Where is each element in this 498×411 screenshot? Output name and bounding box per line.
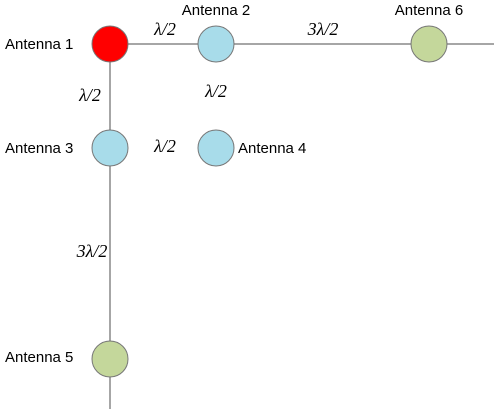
antenna-label: Antenna 6 bbox=[395, 2, 463, 19]
antenna-node bbox=[410, 25, 448, 63]
spacing-label: 3λ/2 bbox=[307, 19, 339, 39]
antenna-label: Antenna 2 bbox=[182, 2, 250, 19]
antenna-label: Antenna 5 bbox=[5, 349, 73, 366]
antenna-node bbox=[197, 129, 235, 167]
antenna-node bbox=[197, 25, 235, 63]
antenna-label: Antenna 1 bbox=[5, 36, 73, 53]
spacing-label: λ/2 bbox=[153, 136, 176, 156]
spacing-label: 3λ/2 bbox=[76, 241, 108, 261]
spacing-label: λ/2 bbox=[204, 81, 227, 101]
antenna-node bbox=[91, 25, 129, 63]
antenna-label: Antenna 3 bbox=[5, 140, 73, 157]
antenna-node bbox=[91, 129, 129, 167]
spacing-label: λ/2 bbox=[78, 85, 101, 105]
antenna-node bbox=[91, 340, 129, 378]
spacing-label: λ/2 bbox=[153, 19, 176, 39]
antenna-label: Antenna 4 bbox=[238, 140, 306, 157]
